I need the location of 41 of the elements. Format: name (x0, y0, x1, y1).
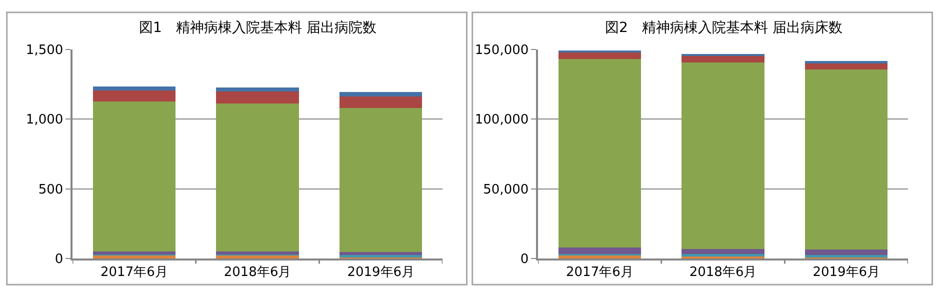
x-tick-label: 2019年6月 (812, 264, 880, 280)
bar (216, 88, 299, 92)
chart-title: 図2 精神病棟入院基本料 届出病床数 (605, 20, 842, 36)
bar (216, 104, 299, 252)
bar (558, 58, 641, 248)
bar (216, 251, 299, 255)
bar (682, 62, 764, 250)
x-tick-label: 2017年6月 (566, 264, 634, 280)
y-tick-label: 150,000 (474, 43, 529, 58)
y-tick-label: 100,000 (474, 112, 529, 128)
x-tick-label: 2017年6月 (100, 264, 168, 280)
bar (558, 255, 641, 258)
bar (558, 52, 641, 59)
x-tick-label: 2018年6月 (224, 264, 292, 280)
bar (92, 102, 176, 252)
bar (216, 255, 299, 258)
y-tick-label: 1,000 (26, 112, 64, 128)
bar (805, 69, 888, 250)
bar (805, 62, 888, 70)
bar (682, 249, 764, 254)
x-tick-label: 2019年6月 (347, 264, 415, 280)
y-tick-label: 0 (54, 252, 64, 268)
bar (340, 92, 422, 97)
bar (216, 91, 299, 104)
bar (340, 252, 422, 256)
y-tick-label: 500 (38, 182, 64, 198)
chart-title: 図1 精神病棟入院基本料 届出病院数 (139, 20, 376, 36)
bar (682, 56, 764, 63)
bar (805, 249, 888, 255)
bar (340, 96, 422, 108)
y-tick-label: 50,000 (483, 182, 529, 198)
bar (92, 86, 176, 90)
bar (558, 247, 641, 254)
bar (92, 90, 176, 102)
y-tick-label: 1,500 (26, 43, 64, 58)
bar (682, 54, 764, 56)
bar (805, 60, 888, 64)
bar (682, 254, 764, 257)
bar (340, 108, 422, 252)
x-tick-label: 2018年6月 (689, 264, 757, 280)
y-tick-label: 0 (520, 252, 529, 268)
